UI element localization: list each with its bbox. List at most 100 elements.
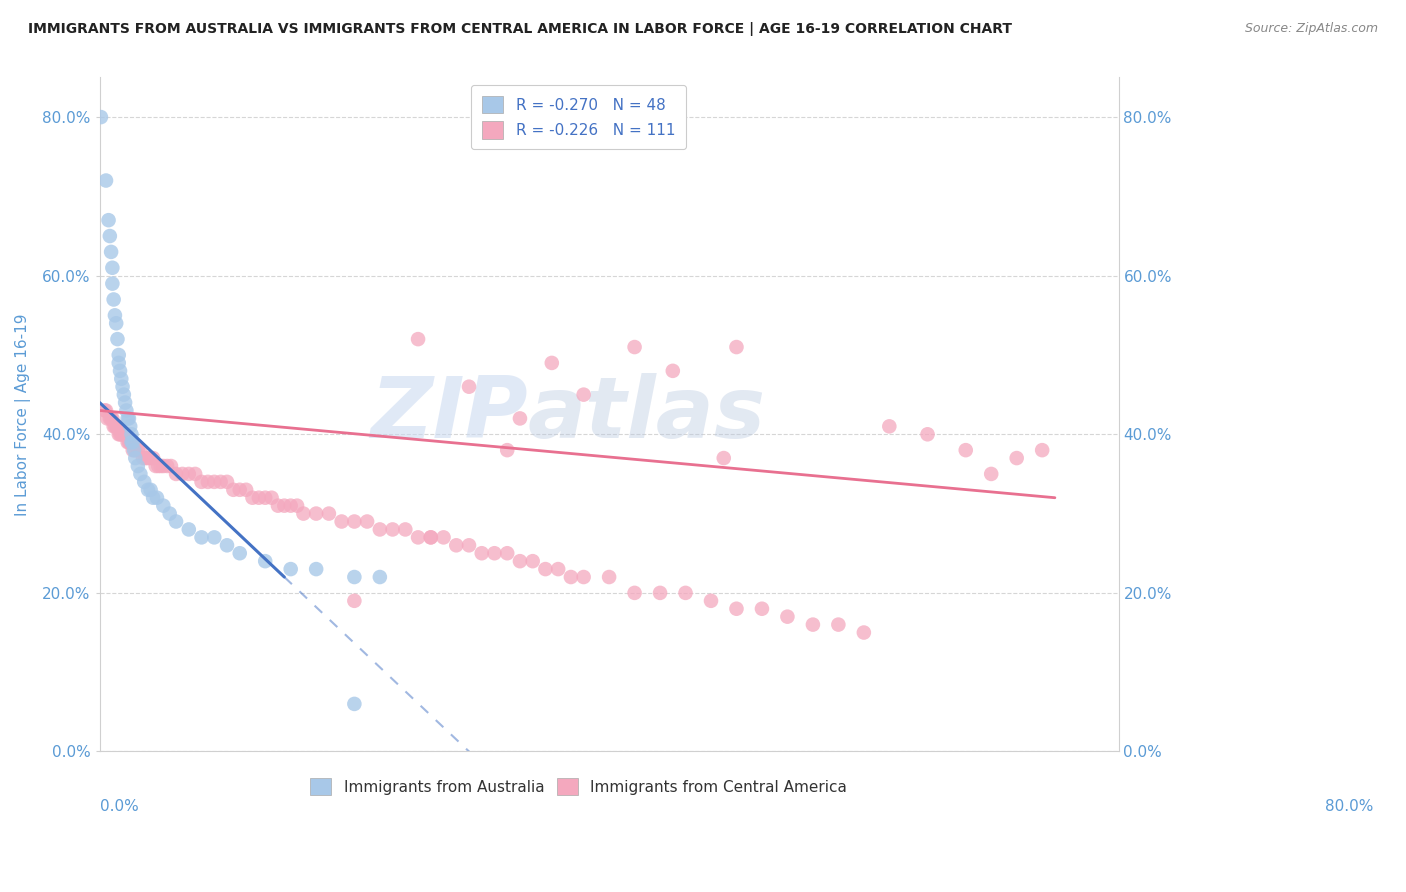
Point xyxy=(343,515,366,529)
Point xyxy=(852,625,875,640)
Point xyxy=(202,475,225,489)
Point xyxy=(955,443,977,458)
Point xyxy=(110,372,132,386)
Text: atlas: atlas xyxy=(527,373,766,456)
Point xyxy=(145,458,167,473)
Point xyxy=(419,530,441,544)
Point xyxy=(121,435,143,450)
Point xyxy=(260,491,283,505)
Point xyxy=(305,507,328,521)
Point xyxy=(222,483,245,497)
Point xyxy=(623,586,645,600)
Point xyxy=(101,411,124,425)
Point xyxy=(115,403,138,417)
Point xyxy=(700,594,723,608)
Point xyxy=(127,443,149,458)
Point xyxy=(1031,443,1053,458)
Point xyxy=(107,356,129,370)
Point xyxy=(142,451,165,466)
Point xyxy=(129,467,152,481)
Point xyxy=(103,419,125,434)
Point xyxy=(118,411,141,425)
Point xyxy=(165,467,187,481)
Point xyxy=(156,458,179,473)
Point xyxy=(112,387,135,401)
Point xyxy=(432,530,454,544)
Point xyxy=(406,530,429,544)
Point xyxy=(215,538,238,552)
Point xyxy=(122,443,145,458)
Point xyxy=(190,530,212,544)
Point xyxy=(368,570,391,584)
Point xyxy=(648,586,671,600)
Point xyxy=(107,332,129,346)
Point xyxy=(121,435,143,450)
Point xyxy=(280,499,302,513)
Point xyxy=(273,499,295,513)
Point xyxy=(98,229,121,244)
Point xyxy=(662,364,685,378)
Point xyxy=(117,411,139,425)
Point xyxy=(827,617,849,632)
Point xyxy=(980,467,1002,481)
Point xyxy=(394,523,416,537)
Point xyxy=(172,467,194,481)
Point xyxy=(136,451,159,466)
Point xyxy=(484,546,506,560)
Point xyxy=(134,451,156,466)
Point xyxy=(177,523,200,537)
Point xyxy=(120,419,142,434)
Point xyxy=(215,475,238,489)
Point xyxy=(446,538,468,552)
Point xyxy=(190,475,212,489)
Point xyxy=(879,419,901,434)
Point xyxy=(1005,451,1028,466)
Point xyxy=(110,427,132,442)
Point xyxy=(160,458,183,473)
Point xyxy=(94,403,117,417)
Point xyxy=(100,244,122,259)
Point xyxy=(381,523,404,537)
Point xyxy=(127,458,149,473)
Point xyxy=(509,554,531,568)
Point xyxy=(146,491,169,505)
Point xyxy=(152,499,174,513)
Point xyxy=(242,491,264,505)
Point xyxy=(285,499,308,513)
Y-axis label: In Labor Force | Age 16-19: In Labor Force | Age 16-19 xyxy=(15,313,31,516)
Point xyxy=(115,427,138,442)
Point xyxy=(496,546,519,560)
Point xyxy=(751,601,773,615)
Point xyxy=(114,395,136,409)
Point xyxy=(267,499,290,513)
Point xyxy=(124,443,146,458)
Point xyxy=(177,467,200,481)
Point xyxy=(98,411,121,425)
Point xyxy=(121,427,143,442)
Point xyxy=(117,435,139,450)
Point xyxy=(105,419,128,434)
Point xyxy=(96,411,118,425)
Point xyxy=(112,427,135,442)
Point xyxy=(152,458,174,473)
Point xyxy=(509,411,531,425)
Point xyxy=(136,483,159,497)
Point xyxy=(343,697,366,711)
Point xyxy=(343,594,366,608)
Point xyxy=(280,562,302,576)
Point xyxy=(159,507,181,521)
Point xyxy=(121,435,143,450)
Point xyxy=(121,443,143,458)
Point xyxy=(318,507,340,521)
Point xyxy=(675,586,697,600)
Point xyxy=(148,458,170,473)
Point xyxy=(725,340,748,354)
Point xyxy=(713,451,735,466)
Point xyxy=(419,530,441,544)
Point xyxy=(104,419,127,434)
Point xyxy=(101,277,124,291)
Point xyxy=(343,570,366,584)
Point xyxy=(134,475,156,489)
Point xyxy=(540,356,562,370)
Legend: Immigrants from Australia, Immigrants from Central America: Immigrants from Australia, Immigrants fr… xyxy=(301,769,856,805)
